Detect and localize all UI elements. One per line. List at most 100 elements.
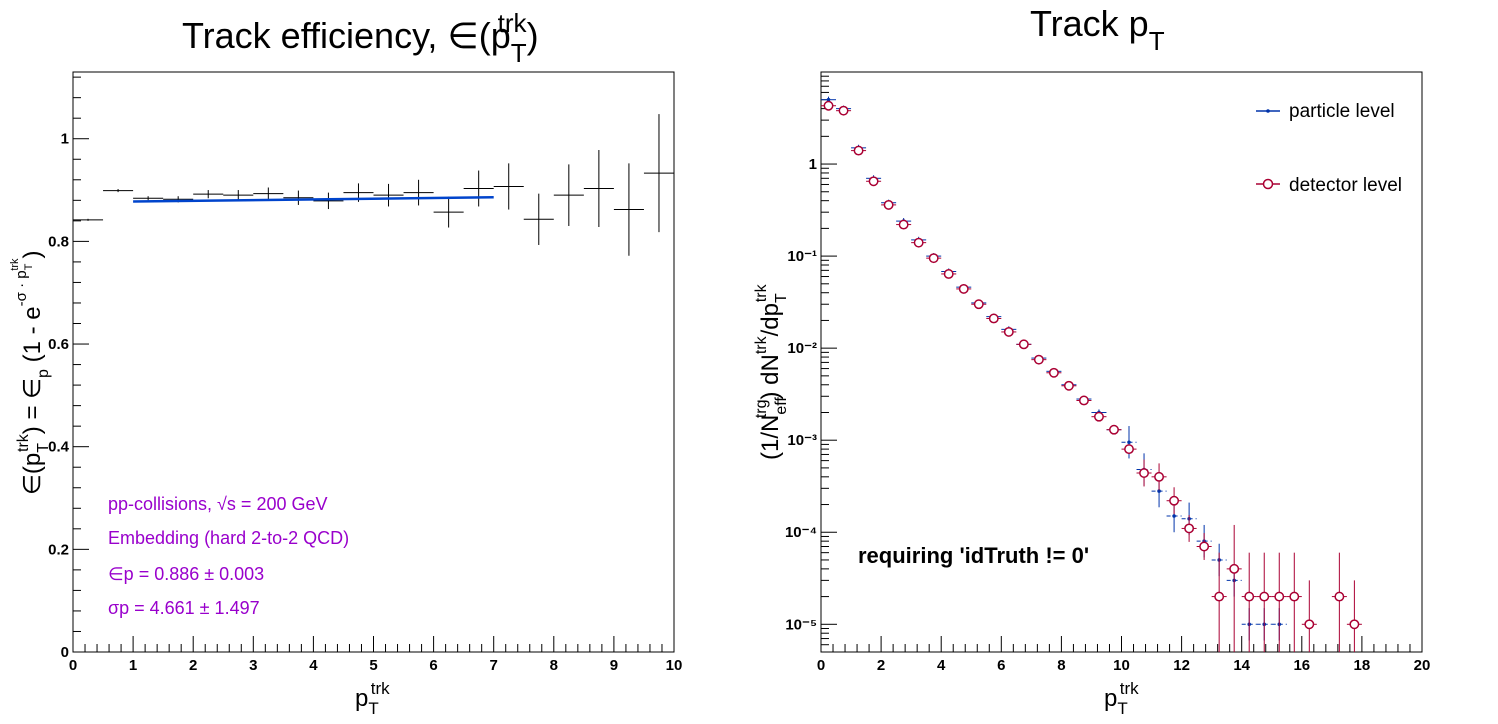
detector-level-point (836, 105, 852, 116)
left-panel: Track efficiency, ∈(pTtrk) 0 1 2 3 4 5 6 7 8 9 10 0… (9, 8, 682, 718)
left-ylabel: ∈(pTtrk) = ∈p (1 - e-σ · pTtrk) (9, 250, 52, 495)
left-fit-line (133, 195, 494, 203)
efficiency-point (133, 196, 164, 201)
detector-level-point (1301, 580, 1317, 652)
x-tick-label: 18 (1354, 657, 1371, 674)
efficiency-point (223, 190, 254, 201)
y-tick-label: 0 (61, 644, 69, 661)
detector-level-point (941, 268, 957, 279)
detector-level-point (1031, 354, 1047, 365)
x-tick-label: 6 (997, 657, 1005, 674)
detector-level-point (1166, 487, 1182, 515)
y-tick-label: 10⁻⁵ (785, 616, 817, 633)
detector-level-point (1106, 424, 1122, 435)
efficiency-point (253, 187, 284, 200)
detector-level-point (1241, 552, 1257, 652)
efficiency-point (283, 190, 314, 205)
annotation-sigma: σp = 4.661 ± 1.497 (108, 598, 260, 618)
detector-level-point (1196, 533, 1212, 560)
detector-level-point (1346, 580, 1362, 652)
y-tick-label: 10⁻³ (787, 432, 817, 449)
y-tick-label: 10⁻¹ (787, 248, 817, 265)
x-tick-label: 3 (249, 657, 257, 674)
detector-level-point (1016, 339, 1032, 350)
detector-level-point (926, 253, 942, 264)
x-tick-label: 5 (369, 657, 377, 674)
detector-level-point (956, 283, 972, 294)
left-title: Track efficiency, ∈(pTtrk) (182, 8, 539, 68)
efficiency-point (493, 163, 524, 210)
x-tick-label: 4 (309, 657, 318, 674)
left-data-points (73, 114, 674, 256)
detector-level-point (1076, 395, 1092, 406)
efficiency-point (613, 163, 644, 256)
detector-level-point (896, 219, 912, 230)
x-tick-label: 16 (1293, 657, 1310, 674)
x-tick-label: 2 (189, 657, 197, 674)
efficiency-point (373, 183, 404, 207)
detector-level-point (1046, 367, 1062, 378)
detector-level-point (851, 145, 867, 156)
detector-level-point (1286, 552, 1302, 652)
legend: particle level detector level (1256, 101, 1402, 196)
annotation-embedding: Embedding (hard 2-to-2 QCD) (108, 528, 349, 548)
y-tick-label: 1 (61, 131, 69, 148)
x-tick-label: 14 (1233, 657, 1250, 674)
left-xlabel: pTtrk (355, 679, 390, 718)
x-tick-label: 8 (550, 657, 558, 674)
detector-level-point (1256, 552, 1272, 652)
detector-level-point (971, 299, 987, 310)
detector-level-point (1091, 411, 1107, 422)
efficiency-point (433, 196, 464, 228)
x-tick-label: 9 (610, 657, 618, 674)
left-annotations: pp-collisions, √s = 200 GeV Embedding (h… (108, 494, 349, 618)
efficiency-point (583, 150, 614, 228)
legend-detector-label: detector level (1289, 175, 1402, 196)
x-tick-label: 10 (1113, 657, 1130, 674)
detector-level-point (1136, 459, 1152, 487)
efficiency-point (313, 192, 344, 210)
detector-level-point (1151, 463, 1167, 491)
x-tick-label: 6 (429, 657, 437, 674)
detector-level-point (1271, 552, 1287, 652)
x-tick-label: 8 (1057, 657, 1065, 674)
legend-particle-label: particle level (1289, 101, 1395, 122)
x-tick-label: 7 (490, 657, 498, 674)
y-tick-label: 0.6 (48, 336, 69, 353)
right-panel: Track pT 0 2 4 6 8 10 12 14 16 18 20 10⁻⁵ 10⁻⁴ 10⁻³ 10… (753, 3, 1430, 718)
x-tick-label: 10 (666, 657, 683, 674)
x-tick-label: 2 (877, 657, 885, 674)
x-tick-label: 0 (817, 657, 825, 674)
annotation-epsilon: ∈p = 0.886 ± 0.003 (108, 564, 264, 584)
efficiency-point (73, 218, 104, 221)
x-tick-label: 4 (937, 657, 946, 674)
x-tick-label: 0 (69, 657, 77, 674)
detector-level-point (1061, 380, 1077, 391)
right-xlabel: pTtrk (1104, 679, 1139, 718)
efficiency-point (403, 179, 434, 206)
efficiency-point (553, 164, 584, 226)
right-axis-ticks: 0 2 4 6 8 10 12 14 16 18 20 10⁻⁵ 10⁻⁴ 10⁻³ 10⁻² 10⁻¹ 1 (785, 71, 1430, 674)
detector-level-point (986, 313, 1002, 324)
y-tick-label: 10⁻⁴ (785, 524, 817, 541)
detector-level-point (1121, 444, 1137, 455)
left-axis-ticks: 0 1 2 3 4 5 6 7 8 9 10 0 0.2 0.4 0.6 0.8 1 (48, 76, 683, 674)
efficiency-point (643, 114, 674, 233)
y-tick-label: 0.2 (48, 541, 69, 558)
detector-level-point (1181, 514, 1197, 542)
efficiency-point (193, 190, 224, 199)
y-tick-label: 0.4 (48, 439, 70, 456)
detector-level-point (1331, 552, 1347, 652)
right-data-points (821, 96, 1362, 652)
legend-detector-marker (1262, 178, 1274, 190)
x-tick-label: 12 (1173, 657, 1190, 674)
y-tick-label: 1 (809, 156, 817, 173)
efficiency-point (463, 170, 494, 207)
legend-particle-marker (1266, 109, 1270, 113)
right-annotation: requiring 'idTruth != 0' (858, 543, 1089, 568)
efficiency-point (523, 193, 554, 245)
detector-level-point (866, 176, 882, 187)
annotation-collisions: pp-collisions, √s = 200 GeV (108, 494, 328, 514)
detector-level-point (1226, 524, 1242, 652)
